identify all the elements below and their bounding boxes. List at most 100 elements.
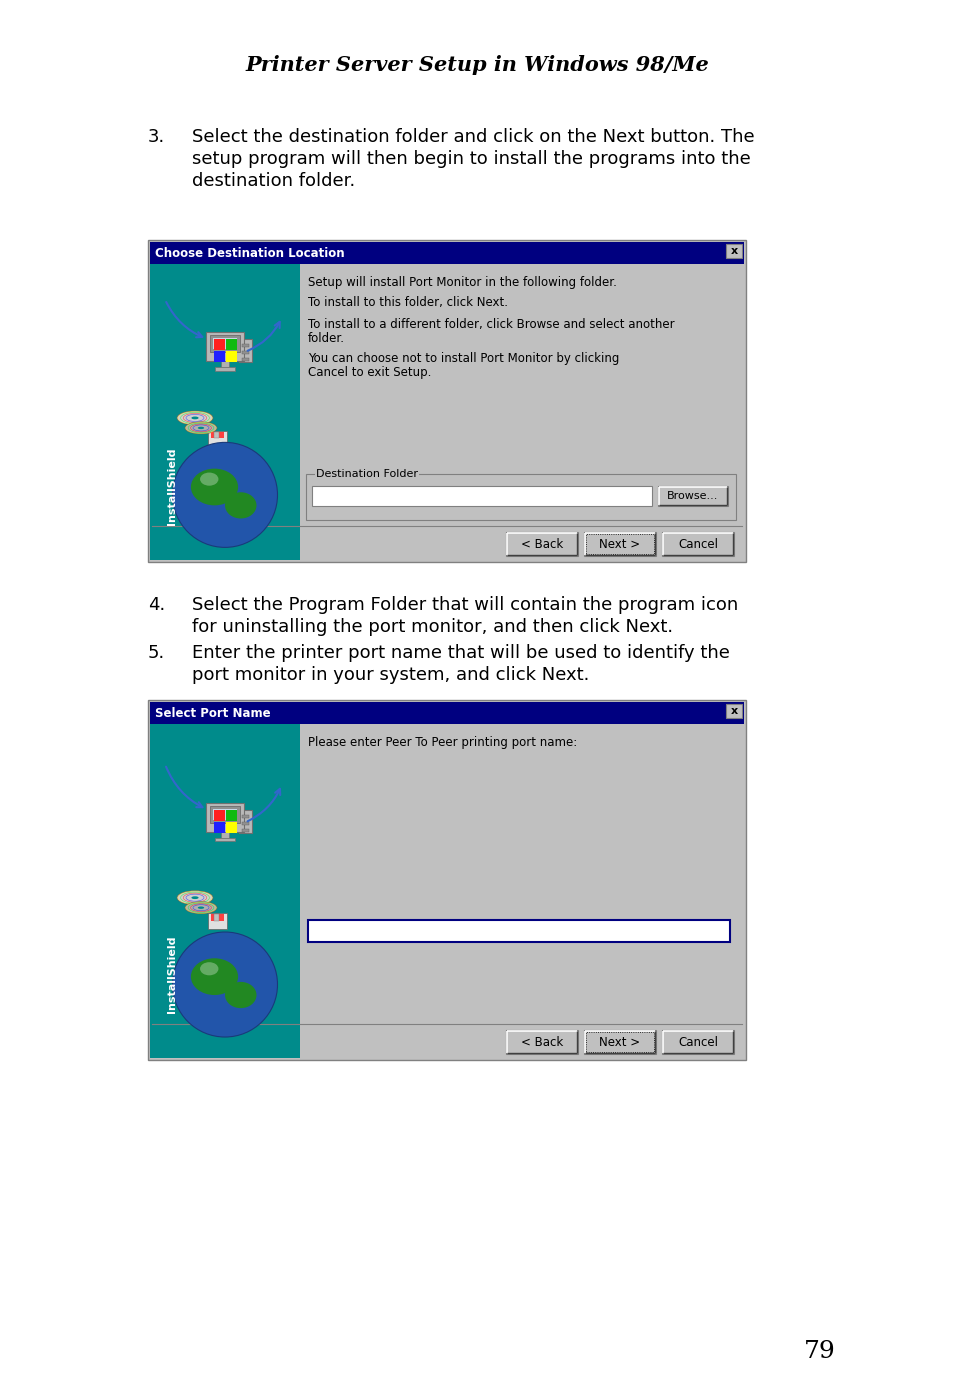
Circle shape	[172, 931, 277, 1037]
Bar	[208, 432, 227, 447]
Text: Please enter Peer To Peer printing port name:: Please enter Peer To Peer printing port …	[308, 736, 577, 750]
Text: Next >: Next >	[598, 1035, 639, 1048]
Text: To install to this folder, click Next.: To install to this folder, click Next.	[308, 296, 507, 310]
Ellipse shape	[185, 902, 216, 913]
Ellipse shape	[177, 891, 213, 905]
Text: To install to a different folder, click Browse and select another: To install to a different folder, click …	[308, 318, 674, 330]
Ellipse shape	[192, 897, 198, 899]
Text: x: x	[730, 706, 737, 716]
Bar	[226, 822, 236, 833]
Text: Cancel: Cancel	[678, 537, 718, 551]
Bar	[211, 432, 224, 439]
Ellipse shape	[177, 411, 213, 425]
Bar	[306, 473, 735, 520]
Text: Select the Program Folder that will contain the program icon: Select the Program Folder that will cont…	[192, 595, 738, 613]
Circle shape	[172, 443, 277, 547]
Bar	[220, 361, 229, 366]
Text: Next >: Next >	[598, 537, 639, 551]
Bar	[661, 1030, 733, 1053]
Bar	[661, 532, 733, 557]
Ellipse shape	[197, 426, 204, 429]
Bar	[725, 244, 741, 258]
Text: Enter the printer port name that will be used to identify the: Enter the printer port name that will be…	[192, 644, 729, 662]
Bar	[238, 339, 252, 362]
Bar	[150, 242, 743, 264]
Ellipse shape	[191, 958, 238, 995]
Text: 4.: 4.	[148, 595, 165, 613]
Bar	[206, 804, 243, 831]
Bar	[226, 340, 236, 350]
Bar	[150, 264, 299, 559]
Bar	[505, 1030, 578, 1053]
Text: InstallShield: InstallShield	[168, 447, 177, 525]
Text: 100: 100	[313, 923, 335, 936]
Bar	[213, 809, 236, 820]
Bar	[505, 532, 578, 557]
Text: You can choose not to install Port Monitor by clicking: You can choose not to install Port Monit…	[308, 353, 618, 365]
Bar	[241, 815, 249, 818]
Bar	[214, 811, 225, 820]
Bar	[238, 809, 252, 833]
Bar	[214, 822, 225, 833]
Text: Select Port Name: Select Port Name	[154, 706, 271, 719]
Bar	[725, 704, 741, 718]
Bar	[211, 915, 224, 920]
Bar	[241, 351, 249, 354]
Bar	[213, 915, 218, 920]
Text: Cancel to exit Setup.: Cancel to exit Setup.	[308, 366, 431, 379]
Bar	[583, 532, 656, 557]
Ellipse shape	[200, 962, 218, 976]
Bar	[241, 344, 249, 347]
Bar	[241, 829, 249, 831]
Bar	[214, 366, 234, 371]
Text: 5.: 5.	[148, 644, 165, 662]
Ellipse shape	[185, 422, 216, 434]
Ellipse shape	[225, 493, 256, 519]
Bar	[241, 822, 249, 824]
Text: for uninstalling the port monitor, and then click Next.: for uninstalling the port monitor, and t…	[192, 618, 673, 636]
Ellipse shape	[191, 469, 238, 505]
Text: Setup will install Port Monitor in the following folder.: Setup will install Port Monitor in the f…	[308, 276, 617, 289]
Bar	[150, 702, 743, 725]
Bar	[150, 725, 299, 1058]
Bar	[226, 351, 236, 362]
Bar	[214, 838, 234, 841]
Text: Destination Folder: Destination Folder	[315, 469, 417, 479]
Ellipse shape	[225, 981, 256, 1008]
Bar	[226, 811, 236, 820]
Ellipse shape	[192, 416, 198, 419]
Text: < Back: < Back	[520, 537, 562, 551]
Bar	[312, 486, 651, 507]
Bar	[585, 534, 654, 554]
Bar	[585, 1033, 654, 1052]
Bar	[583, 1030, 656, 1053]
Bar	[213, 432, 218, 439]
Bar	[213, 339, 236, 350]
Ellipse shape	[197, 906, 204, 909]
Text: Choose Destination Location: Choose Destination Location	[154, 247, 344, 260]
Text: 3.: 3.	[148, 128, 165, 146]
Bar	[148, 240, 745, 562]
Text: x: x	[730, 246, 737, 255]
Bar	[206, 333, 243, 361]
Text: destination folder.: destination folder.	[192, 172, 355, 190]
Text: Browse...: Browse...	[666, 491, 718, 501]
Bar	[658, 486, 727, 507]
Text: InstallShield: InstallShield	[168, 936, 177, 1013]
Text: Printer Server Setup in Windows 98/Me: Printer Server Setup in Windows 98/Me	[245, 56, 708, 75]
Bar	[148, 700, 745, 1060]
Text: F:\Program Files\Port Monitor: F:\Program Files\Port Monitor	[315, 487, 476, 497]
Text: Select the destination folder and click on the Next button. The: Select the destination folder and click …	[192, 128, 754, 146]
Bar	[208, 913, 227, 929]
Bar	[241, 358, 249, 361]
Bar	[210, 806, 239, 823]
Text: folder.: folder.	[308, 332, 345, 346]
Bar	[214, 340, 225, 350]
Text: setup program will then begin to install the programs into the: setup program will then begin to install…	[192, 150, 750, 168]
Bar	[214, 351, 225, 362]
Bar	[308, 920, 729, 942]
Text: < Back: < Back	[520, 1035, 562, 1048]
Bar	[210, 336, 239, 353]
Text: Cancel: Cancel	[678, 1035, 718, 1048]
Text: 79: 79	[803, 1339, 835, 1363]
